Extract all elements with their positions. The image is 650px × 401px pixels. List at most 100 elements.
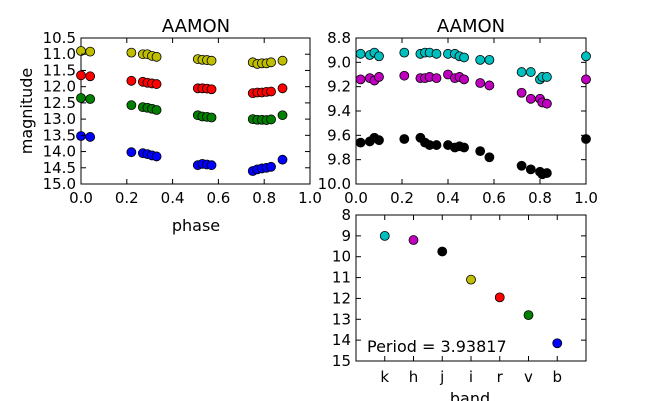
point-h-band: [542, 98, 552, 109]
right-top-plot-xtick-label: 0.6: [482, 189, 506, 207]
band-plot-xlabel: band: [450, 389, 490, 401]
point-v-band: [126, 100, 137, 111]
left-plot-frame: [80, 37, 311, 185]
point-h-band: [374, 72, 384, 82]
left-plot-xtick-label: 0.6: [206, 189, 230, 207]
point-k-band: [542, 72, 552, 82]
right-top-plot-xtick-label: 0.0: [344, 189, 368, 207]
left-plot-xtick-label: 0.0: [69, 189, 93, 207]
point-k-band: [484, 55, 495, 65]
point-b-band: [206, 160, 217, 171]
point-j-band: [516, 160, 527, 171]
point-v-band: [76, 93, 86, 103]
band-point-h: [408, 235, 419, 245]
right-top-plot-ytick-label: 9.0: [327, 53, 351, 71]
right-top-plot-title: AAMON: [437, 16, 505, 37]
point-k-band: [399, 47, 410, 58]
point-h-band: [581, 74, 591, 85]
right-top-plot-ytick-label: 9.2: [327, 78, 351, 96]
band-point-v: [523, 310, 534, 321]
point-k-band: [355, 48, 366, 59]
point-r-band: [266, 86, 276, 97]
point-v-band: [151, 105, 162, 115]
left-plot-xtick-label: 1.0: [298, 189, 322, 207]
point-r-band: [277, 83, 288, 94]
band-plot-xtick-label: j: [439, 368, 444, 386]
point-i-band: [151, 51, 162, 62]
band-point-k: [379, 230, 390, 241]
band-point-i: [466, 274, 476, 285]
left-phase-plot: AAMON phase magnitude 10.511.011.512.012…: [17, 16, 322, 235]
point-v-band: [277, 110, 288, 121]
point-j-band: [399, 134, 410, 144]
left-plot-ytick-label: 13.0: [43, 110, 76, 128]
band-plot-ytick-label: 13: [332, 310, 351, 328]
band-plot-xtick-label: b: [552, 368, 562, 386]
point-k-band: [475, 55, 486, 65]
left-plot-ytick-label: 13.5: [43, 126, 76, 144]
band-plot-xtick-label: r: [497, 368, 504, 386]
band-plot-ytick-label: 9: [341, 227, 351, 245]
right-top-plot-xtick-label: 0.4: [436, 189, 460, 207]
point-j-band: [355, 137, 366, 148]
left-plot-ytick-label: 14.0: [43, 143, 76, 161]
point-r-band: [151, 79, 162, 89]
point-h-band: [525, 93, 536, 104]
band-plot-xtick-label: v: [524, 368, 533, 386]
left-plot-xlabel: phase: [172, 216, 220, 235]
left-plot-xtick-label: 0.8: [252, 189, 276, 207]
point-b-band: [76, 131, 86, 141]
band-plot-xtick-label: k: [380, 368, 389, 386]
right-top-phase-plot: AAMON 8.8 9.0 9.2 9.4 9.6 9.8 10.00.0 0.2 0.4 0.6…: [318, 16, 598, 207]
point-k-band: [516, 67, 527, 77]
right-top-plot-ytick-label: 9.4: [327, 102, 351, 120]
point-h-band: [431, 73, 442, 84]
point-r-band: [85, 71, 96, 82]
left-plot-ytick-label: 11.5: [43, 61, 76, 79]
point-i-band: [277, 55, 288, 66]
left-plot-ytick-label: 11.0: [43, 45, 76, 63]
point-h-band: [484, 80, 495, 91]
point-i-band: [206, 55, 217, 66]
point-r-band: [206, 84, 217, 95]
point-r-band: [76, 70, 86, 81]
point-j-band: [475, 146, 486, 157]
point-h-band: [399, 70, 410, 81]
point-b-band: [126, 147, 137, 158]
point-b-band: [266, 161, 276, 172]
left-plot-ylabel: magnitude: [17, 68, 36, 155]
left-plot-ytick-label: 15.0: [43, 175, 76, 193]
left-plot-ytick-label: 10.5: [43, 29, 76, 47]
point-j-band: [431, 140, 442, 150]
point-i-band: [85, 46, 96, 57]
left-plot-ytick-label: 14.5: [43, 159, 76, 177]
band-point-b: [552, 338, 563, 349]
point-i-band: [266, 57, 276, 68]
left-plot-xtick-label: 0.4: [161, 189, 185, 207]
point-j-band: [459, 142, 470, 153]
band-plot-ytick-label: 8: [341, 206, 351, 224]
period-annotation: Period = 3.93817: [367, 337, 507, 356]
left-plot-ytick-label: 12.0: [43, 78, 76, 96]
point-k-band: [431, 48, 442, 59]
band-plot-ytick-label: 10: [332, 248, 351, 266]
point-j-band: [525, 164, 536, 175]
point-h-band: [516, 87, 527, 98]
point-k-band: [525, 67, 536, 77]
band-point-r: [494, 292, 505, 303]
point-r-band: [126, 75, 137, 86]
point-h-band: [459, 74, 470, 85]
point-k-band: [374, 51, 384, 62]
point-v-band: [85, 94, 96, 104]
band-point-j: [437, 246, 448, 257]
band-plot-xtick-label: i: [469, 368, 473, 386]
point-j-band: [542, 168, 552, 178]
point-b-band: [151, 151, 162, 162]
band-plot-ytick-label: 15: [332, 352, 351, 370]
point-v-band: [266, 114, 276, 125]
band-plot-ytick-label: 14: [332, 331, 351, 349]
point-j-band: [581, 134, 591, 144]
right-top-plot-ytick-label: 9.6: [327, 126, 351, 144]
left-plot-title: AAMON: [162, 16, 230, 37]
